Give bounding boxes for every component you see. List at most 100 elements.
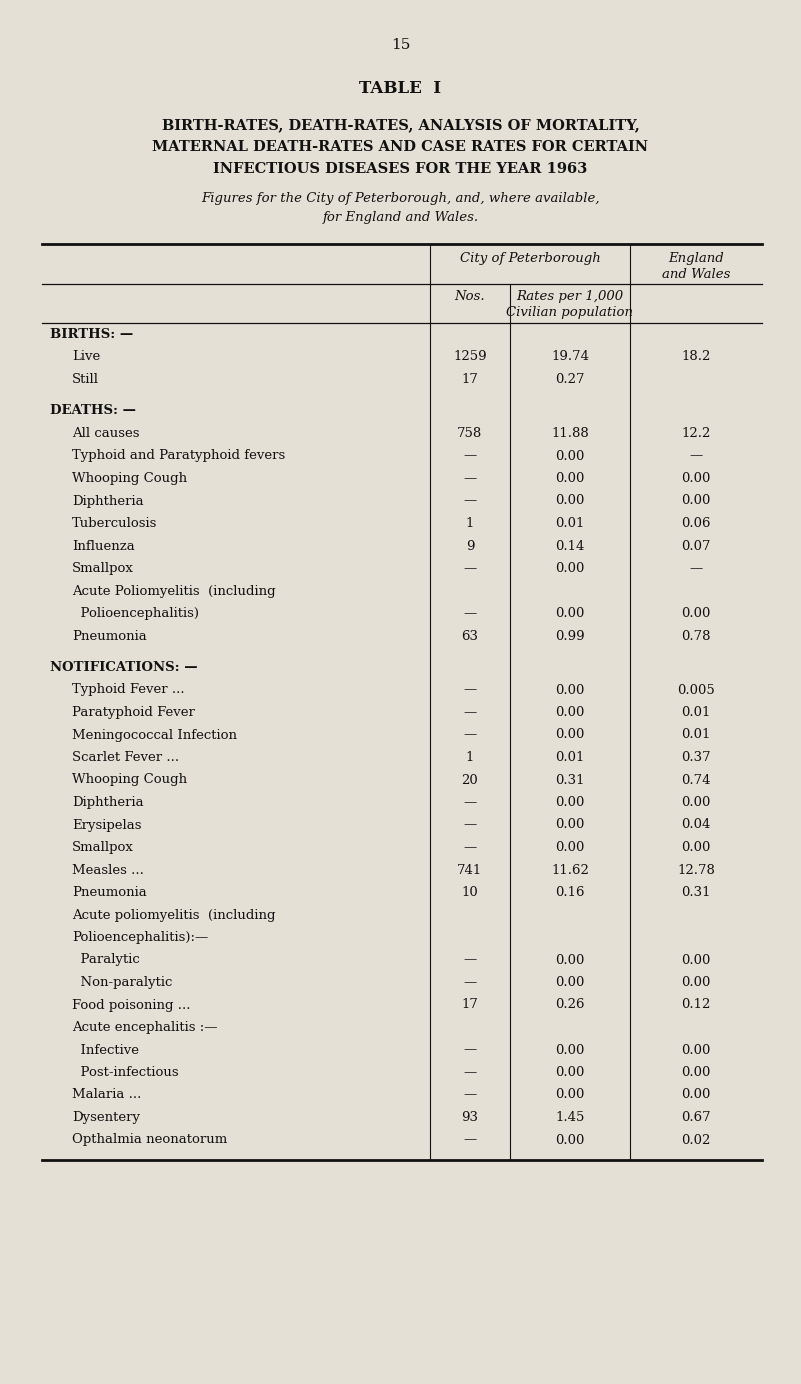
Text: Meningococcal Infection: Meningococcal Infection	[72, 728, 237, 742]
Text: —: —	[463, 684, 477, 696]
Text: 0.37: 0.37	[681, 752, 710, 764]
Text: MATERNAL DEATH-RATES AND CASE RATES FOR CERTAIN: MATERNAL DEATH-RATES AND CASE RATES FOR …	[152, 140, 649, 154]
Text: 0.00: 0.00	[682, 1088, 710, 1102]
Text: Acute Poliomyelitis  (including: Acute Poliomyelitis (including	[72, 584, 276, 598]
Text: Figures for the City of Peterborough, and, where available,: Figures for the City of Peterborough, an…	[201, 192, 600, 205]
Text: and Wales: and Wales	[662, 268, 731, 281]
Text: 93: 93	[461, 1111, 478, 1124]
Text: Whooping Cough: Whooping Cough	[72, 472, 187, 484]
Text: BIRTHS: —: BIRTHS: —	[50, 328, 133, 340]
Text: Paratyphoid Fever: Paratyphoid Fever	[72, 706, 195, 720]
Text: —: —	[690, 450, 702, 462]
Text: 0.00: 0.00	[555, 954, 585, 966]
Text: 0.005: 0.005	[677, 684, 714, 696]
Text: 0.07: 0.07	[681, 540, 710, 552]
Text: 0.16: 0.16	[555, 886, 585, 900]
Text: Typhoid and Paratyphoid fevers: Typhoid and Paratyphoid fevers	[72, 450, 285, 462]
Text: Paralytic: Paralytic	[72, 954, 139, 966]
Text: Infective: Infective	[72, 1044, 139, 1056]
Text: 0.00: 0.00	[555, 841, 585, 854]
Text: Post-infectious: Post-infectious	[72, 1066, 179, 1080]
Text: Food poisoning ...: Food poisoning ...	[72, 998, 191, 1012]
Text: —: —	[463, 796, 477, 810]
Text: 0.00: 0.00	[555, 684, 585, 696]
Text: —: —	[463, 954, 477, 966]
Text: Pneumonia: Pneumonia	[72, 630, 147, 642]
Text: 0.31: 0.31	[555, 774, 585, 786]
Text: 0.00: 0.00	[555, 494, 585, 508]
Text: 63: 63	[461, 630, 478, 642]
Text: DEATHS: —: DEATHS: —	[50, 404, 136, 418]
Text: Measles ...: Measles ...	[72, 864, 144, 876]
Text: —: —	[463, 841, 477, 854]
Text: Nos.: Nos.	[455, 291, 485, 303]
Text: Smallpox: Smallpox	[72, 841, 134, 854]
Text: Scarlet Fever ...: Scarlet Fever ...	[72, 752, 179, 764]
Text: 0.26: 0.26	[555, 998, 585, 1012]
Text: 0.74: 0.74	[681, 774, 710, 786]
Text: England: England	[668, 252, 724, 264]
Text: Tuberculosis: Tuberculosis	[72, 518, 157, 530]
Text: Pneumonia: Pneumonia	[72, 886, 147, 900]
Text: 0.00: 0.00	[555, 608, 585, 620]
Text: 0.67: 0.67	[681, 1111, 710, 1124]
Text: 10: 10	[461, 886, 478, 900]
Text: 1: 1	[466, 518, 474, 530]
Text: 0.00: 0.00	[555, 562, 585, 574]
Text: —: —	[463, 976, 477, 990]
Text: 19.74: 19.74	[551, 350, 589, 364]
Text: 0.02: 0.02	[682, 1133, 710, 1146]
Text: —: —	[463, 450, 477, 462]
Text: 0.00: 0.00	[555, 1044, 585, 1056]
Text: —: —	[463, 1133, 477, 1146]
Text: 0.31: 0.31	[681, 886, 710, 900]
Text: 11.88: 11.88	[551, 428, 589, 440]
Text: City of Peterborough: City of Peterborough	[460, 252, 601, 264]
Text: Diphtheria: Diphtheria	[72, 494, 143, 508]
Text: —: —	[463, 608, 477, 620]
Text: Polioencephalitis):—: Polioencephalitis):—	[72, 931, 208, 944]
Text: —: —	[463, 706, 477, 720]
Text: 0.00: 0.00	[682, 796, 710, 810]
Text: 9: 9	[465, 540, 474, 552]
Text: 0.00: 0.00	[682, 472, 710, 484]
Text: 12.78: 12.78	[677, 864, 715, 876]
Text: Influenza: Influenza	[72, 540, 135, 552]
Text: 1.45: 1.45	[555, 1111, 585, 1124]
Text: TABLE  I: TABLE I	[360, 80, 441, 97]
Text: 1259: 1259	[453, 350, 487, 364]
Text: 0.00: 0.00	[555, 818, 585, 832]
Text: Rates per 1,000: Rates per 1,000	[517, 291, 623, 303]
Text: —: —	[463, 1044, 477, 1056]
Text: 1: 1	[466, 752, 474, 764]
Text: 0.00: 0.00	[555, 472, 585, 484]
Text: Erysipelas: Erysipelas	[72, 818, 142, 832]
Text: 0.00: 0.00	[555, 728, 585, 742]
Text: 17: 17	[461, 998, 478, 1012]
Text: 758: 758	[457, 428, 483, 440]
Text: 0.00: 0.00	[555, 1066, 585, 1080]
Text: Malaria ...: Malaria ...	[72, 1088, 141, 1102]
Text: All causes: All causes	[72, 428, 139, 440]
Text: 0.04: 0.04	[682, 818, 710, 832]
Text: NOTIFICATIONS: —: NOTIFICATIONS: —	[50, 662, 198, 674]
Text: 0.27: 0.27	[555, 374, 585, 386]
Text: Polioencephalitis): Polioencephalitis)	[72, 608, 199, 620]
Text: for England and Wales.: for England and Wales.	[323, 210, 478, 224]
Text: 0.01: 0.01	[555, 752, 585, 764]
Text: 11.62: 11.62	[551, 864, 589, 876]
Text: Typhoid Fever ...: Typhoid Fever ...	[72, 684, 184, 696]
Text: —: —	[463, 1066, 477, 1080]
Text: 17: 17	[461, 374, 478, 386]
Text: 741: 741	[457, 864, 483, 876]
Text: 0.00: 0.00	[555, 450, 585, 462]
Text: —: —	[463, 494, 477, 508]
Text: 0.99: 0.99	[555, 630, 585, 642]
Text: Still: Still	[72, 374, 99, 386]
Text: 15: 15	[391, 37, 410, 53]
Text: —: —	[463, 562, 477, 574]
Text: 0.00: 0.00	[682, 976, 710, 990]
Text: Non-paralytic: Non-paralytic	[72, 976, 172, 990]
Text: 0.00: 0.00	[682, 1044, 710, 1056]
Text: Smallpox: Smallpox	[72, 562, 134, 574]
